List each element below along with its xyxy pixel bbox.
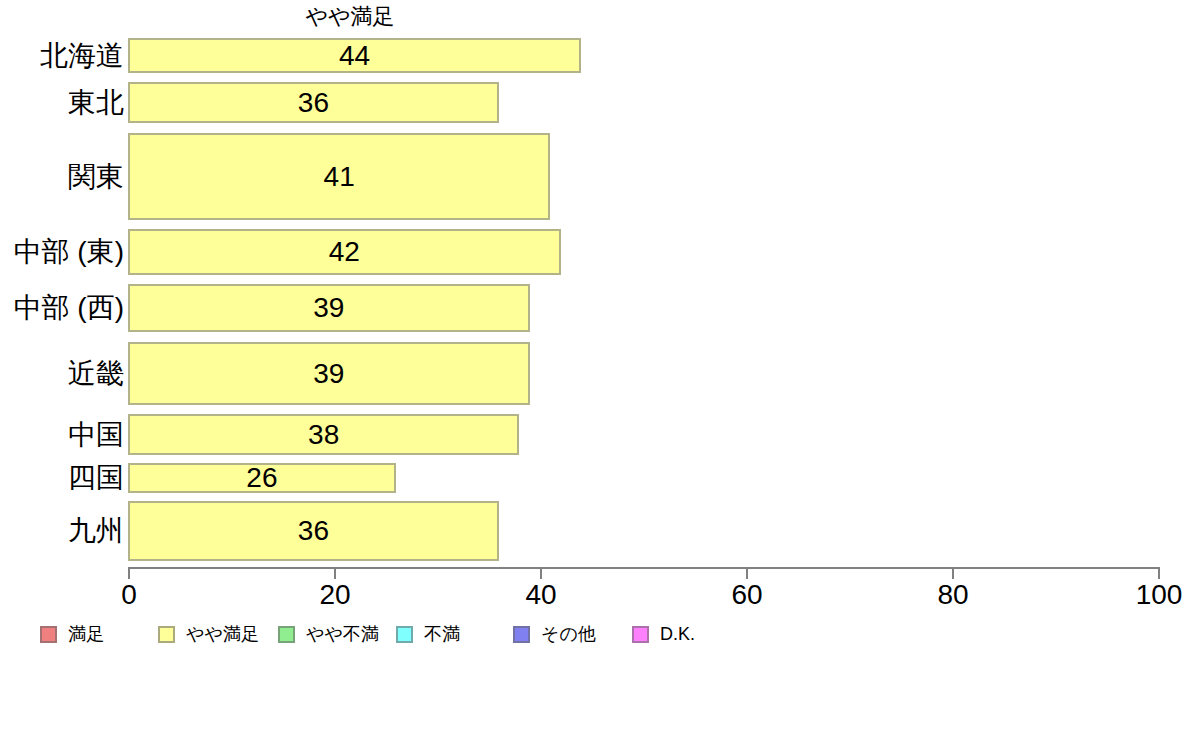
x-axis-line [128, 567, 1160, 569]
bar-value-3: 42 [329, 238, 360, 266]
bar-0: 44 [128, 38, 581, 73]
legend-item-2: やや不満 [278, 625, 379, 643]
x-axis-tick-3 [746, 569, 748, 579]
bar-4: 39 [128, 284, 530, 332]
category-label-1: 東北 [0, 89, 124, 117]
bar-8: 36 [128, 501, 499, 561]
legend-swatch-1 [158, 626, 175, 643]
legend-label-2: やや不満 [306, 625, 379, 643]
bar-7: 26 [128, 463, 396, 493]
bar-1: 36 [128, 82, 499, 123]
category-label-6: 中国 [0, 421, 124, 449]
legend-label-4: その他 [541, 625, 596, 643]
bar-2: 41 [128, 133, 550, 220]
bar-value-8: 36 [298, 517, 329, 545]
x-axis-tick-2 [540, 569, 542, 579]
bar-value-4: 39 [313, 294, 344, 322]
chart-title: やや満足 [128, 4, 572, 30]
legend-item-4: その他 [513, 625, 596, 643]
x-axis-tick-label-0: 0 [121, 581, 137, 609]
legend-swatch-5 [632, 626, 649, 643]
legend-swatch-4 [513, 626, 530, 643]
legend-item-3: 不満 [396, 625, 460, 643]
category-label-0: 北海道 [0, 42, 124, 70]
bar-3: 42 [128, 229, 561, 275]
category-label-2: 関東 [0, 163, 124, 191]
legend-label-1: やや満足 [186, 625, 259, 643]
legend-item-1: やや満足 [158, 625, 259, 643]
x-axis-tick-label-5: 100 [1136, 581, 1183, 609]
legend-label-5: D.K. [660, 625, 695, 643]
bar-6: 38 [128, 414, 519, 455]
bar-value-5: 39 [313, 360, 344, 388]
bar-value-0: 44 [339, 42, 370, 70]
x-axis-tick-4 [952, 569, 954, 579]
legend-swatch-3 [396, 626, 413, 643]
category-label-3: 中部 (東) [0, 238, 124, 266]
category-label-7: 四国 [0, 464, 124, 492]
category-label-8: 九州 [0, 517, 124, 545]
category-label-5: 近畿 [0, 360, 124, 388]
x-axis-tick-label-2: 40 [525, 581, 556, 609]
legend-swatch-2 [278, 626, 295, 643]
bar-value-2: 41 [324, 163, 355, 191]
legend-item-0: 満足 [40, 625, 104, 643]
x-axis-tick-label-1: 20 [319, 581, 350, 609]
x-axis-tick-1 [334, 569, 336, 579]
bar-value-1: 36 [298, 89, 329, 117]
legend-label-0: 満足 [68, 625, 104, 643]
bar-5: 39 [128, 342, 530, 405]
bar-value-7: 26 [246, 464, 277, 492]
x-axis-tick-5 [1158, 569, 1160, 579]
category-label-4: 中部 (西) [0, 294, 124, 322]
satisfaction-bar-chart: やや満足 北海道 44 東北 36 関東 41 中部 (東) 42 中部 (西) 39 近畿 39 中国… [0, 0, 1188, 736]
x-axis-tick-label-4: 80 [937, 581, 968, 609]
legend-swatch-0 [40, 626, 57, 643]
legend-item-5: D.K. [632, 625, 695, 643]
x-axis-tick-label-3: 60 [731, 581, 762, 609]
legend-label-3: 不満 [424, 625, 460, 643]
bar-value-6: 38 [308, 421, 339, 449]
x-axis-tick-0 [128, 569, 130, 579]
